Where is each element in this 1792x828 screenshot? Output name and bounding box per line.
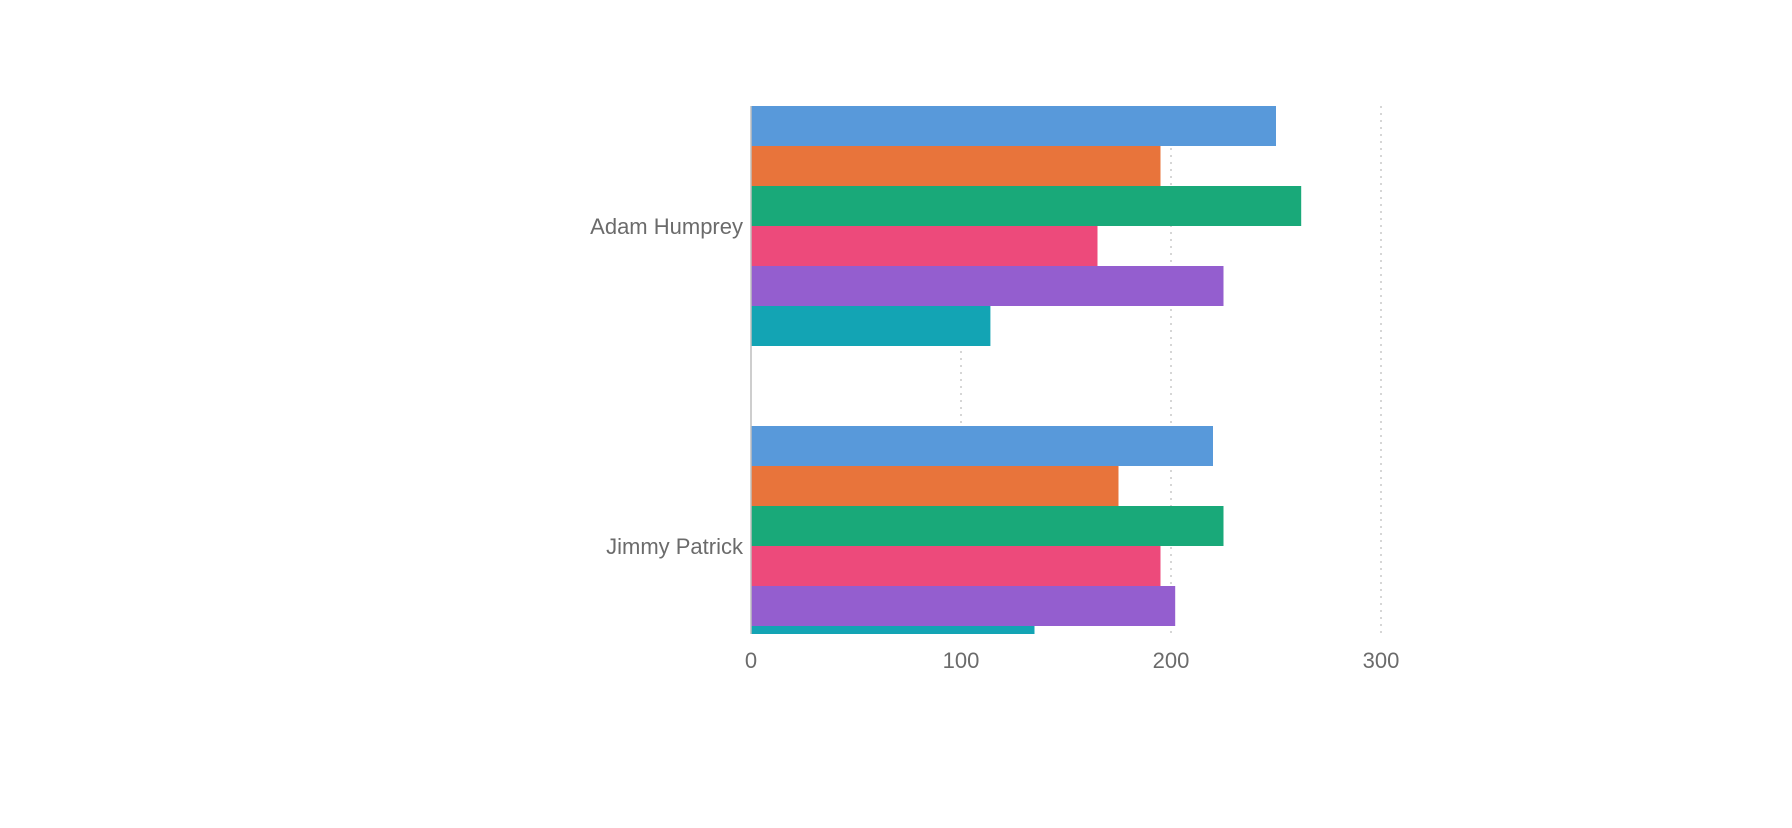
bar-2-4: [751, 546, 1161, 586]
bar-1-6: [751, 306, 991, 346]
x-tick-label: 100: [943, 648, 980, 673]
bar-2-3: [751, 506, 1224, 546]
bar-1-1: [751, 106, 1276, 146]
x-tick-label: 0: [745, 648, 757, 673]
bar-1-4: [751, 226, 1098, 266]
bar-1-5: [751, 266, 1224, 306]
bar-1-3: [751, 186, 1302, 226]
x-tick-label: 300: [1363, 648, 1400, 673]
bar-1-2: [751, 146, 1161, 186]
bars: [751, 106, 1302, 634]
bar-2-2: [751, 466, 1119, 506]
labels: Adam Humprey Jimmy Patrick 0 100 200 300: [590, 214, 1399, 673]
category-label: Jimmy Patrick: [606, 534, 744, 559]
category-label: Adam Humprey: [590, 214, 743, 239]
x-tick-label: 200: [1153, 648, 1190, 673]
bar-2-1: [751, 426, 1213, 466]
bar-2-5: [751, 586, 1176, 626]
bar-2-6: [751, 626, 1035, 634]
